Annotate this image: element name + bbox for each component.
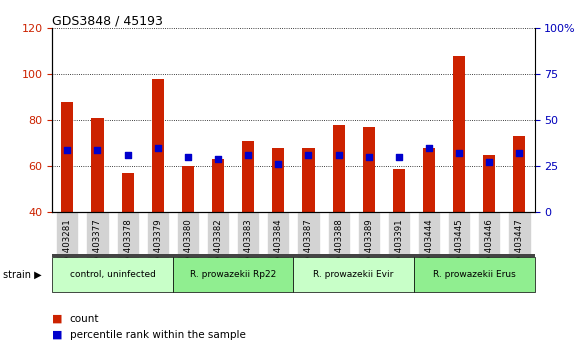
Point (153, 145, 163, 151)
Point (213, 156, 223, 162)
Point (485, 159, 494, 165)
Point (424, 145, 433, 151)
Bar (514, 136, 525, 212)
Bar (152, 79, 164, 212)
Point (63, 148, 72, 153)
Bar (212, 159, 224, 212)
Bar (393, 169, 405, 212)
Text: R. prowazekii Erus: R. prowazekii Erus (433, 270, 515, 279)
Text: ■: ■ (52, 314, 63, 324)
Point (454, 150, 464, 155)
Bar (453, 56, 465, 212)
Bar (182, 166, 194, 212)
Bar (303, 148, 314, 212)
Text: R. prowazekii Evir: R. prowazekii Evir (314, 270, 394, 279)
Bar (242, 141, 254, 212)
Point (394, 154, 404, 160)
Text: count: count (70, 314, 99, 324)
Point (304, 152, 313, 158)
Text: ■: ■ (52, 330, 63, 339)
Text: GDS3848 / 45193: GDS3848 / 45193 (52, 14, 163, 27)
Point (123, 152, 132, 158)
Bar (91, 118, 103, 212)
Bar (363, 127, 375, 212)
Point (243, 152, 253, 158)
Point (183, 154, 192, 160)
Text: R. prowazekii Rp22: R. prowazekii Rp22 (190, 270, 276, 279)
Bar (423, 148, 435, 212)
Point (93, 148, 102, 153)
Bar (272, 148, 284, 212)
Point (334, 152, 343, 158)
Text: control, uninfected: control, uninfected (70, 270, 156, 279)
Point (274, 161, 283, 167)
Bar (483, 155, 496, 212)
Bar (121, 173, 134, 212)
Bar (332, 125, 345, 212)
Bar (62, 102, 73, 212)
Text: strain ▶: strain ▶ (3, 269, 41, 279)
Text: percentile rank within the sample: percentile rank within the sample (70, 330, 246, 339)
Point (515, 150, 524, 155)
Point (364, 154, 374, 160)
